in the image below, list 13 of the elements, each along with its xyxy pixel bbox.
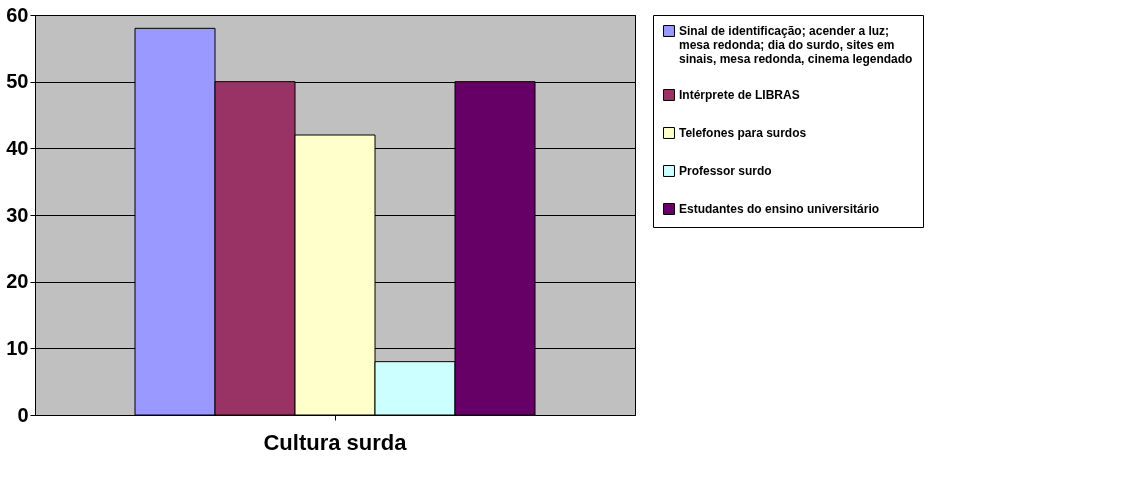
legend-label: Telefones para surdos	[679, 126, 807, 140]
y-tick-label: 40	[6, 136, 29, 159]
y-tick-label: 30	[6, 203, 29, 226]
y-tick-label: 60	[6, 3, 29, 26]
legend-label: Estudantes do ensino universitário	[679, 202, 880, 216]
legend-label: Intérprete de LIBRAS	[679, 88, 800, 102]
y-tick-label: 50	[6, 70, 29, 93]
x-tick-label: Cultura surda	[263, 429, 408, 455]
legend-label: Sinal de identificação; acender a luz; mesa redonda; dia do surdo, sites em sinais, mesa redonda, cinema legendado	[679, 24, 913, 66]
legend-label: Professor surdo	[679, 164, 772, 178]
y-tick-label: 20	[6, 270, 29, 293]
y-tick-label: 10	[6, 336, 29, 359]
y-tick-label: 0	[17, 403, 29, 426]
